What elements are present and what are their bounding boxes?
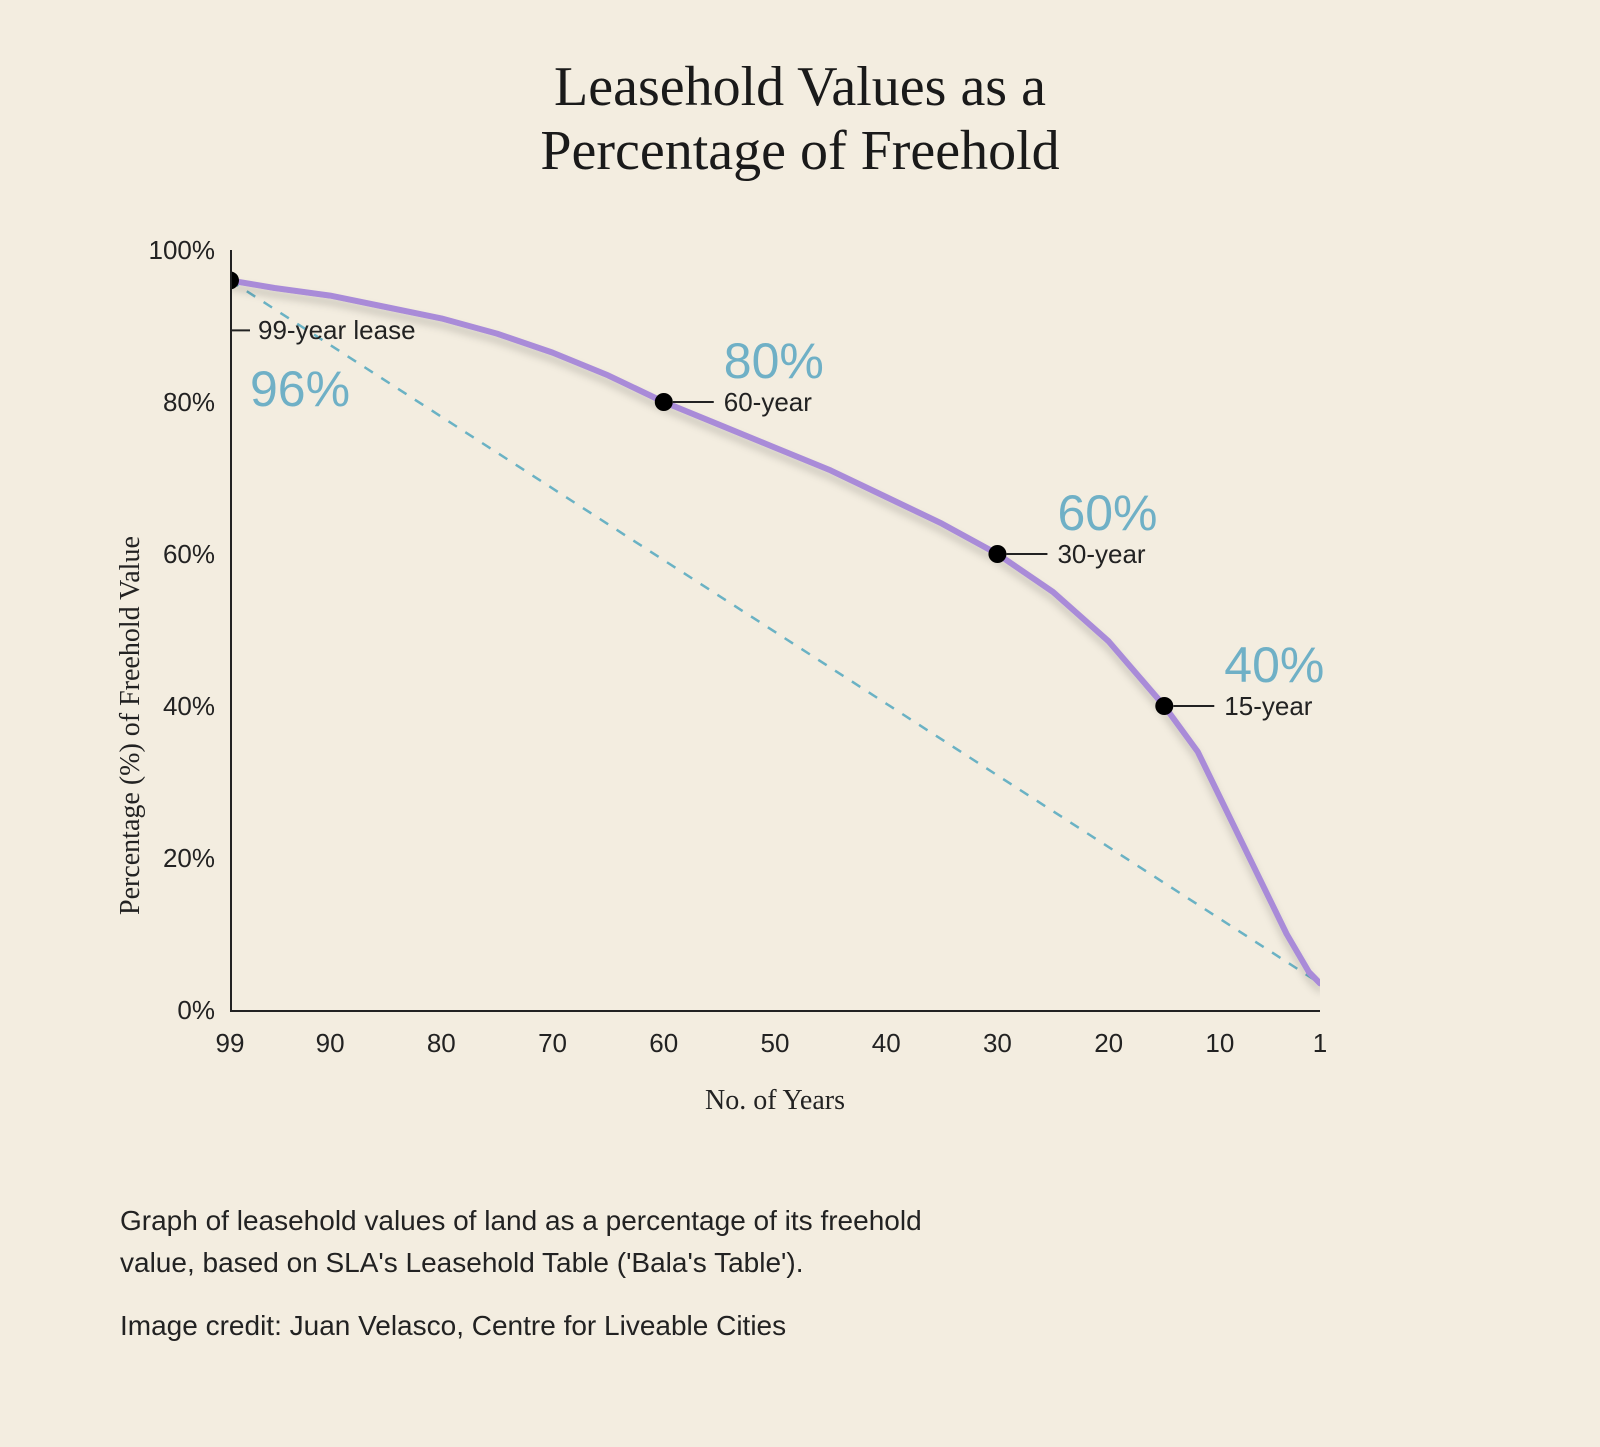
figure-container: Leasehold Values as a Percentage of Free… <box>0 0 1600 1447</box>
annot-99-year: 99-year lease <box>258 315 416 346</box>
data-marker <box>655 393 673 411</box>
chart-title: Leasehold Values as a Percentage of Free… <box>0 55 1600 184</box>
x-tick-label: 99 <box>200 1028 260 1059</box>
highlight-80%: 80% <box>724 332 824 390</box>
image-credit: Image credit: Juan Velasco, Centre for L… <box>120 1310 786 1342</box>
data-marker <box>988 545 1006 563</box>
title-line-1: Leasehold Values as a <box>554 56 1046 118</box>
x-tick-label: 10 <box>1190 1028 1250 1059</box>
y-axis-line <box>230 250 232 1010</box>
x-axis-title: No. of Years <box>230 1085 1320 1117</box>
x-axis-line <box>230 1010 1320 1012</box>
caption-text: Graph of leasehold values of land as a p… <box>120 1200 922 1284</box>
x-tick-label: 20 <box>1079 1028 1139 1059</box>
x-tick-label: 40 <box>856 1028 916 1059</box>
highlight-60%: 60% <box>1057 484 1157 542</box>
x-tick-label: 50 <box>745 1028 805 1059</box>
x-tick-label: 1 <box>1290 1028 1350 1059</box>
title-line-2: Percentage of Freehold <box>540 120 1059 182</box>
y-tick-label: 0% <box>130 995 215 1026</box>
annot-30-year: 30-year <box>1057 539 1145 570</box>
highlight-96: 96% <box>250 360 350 418</box>
x-tick-label: 60 <box>634 1028 694 1059</box>
y-tick-label: 100% <box>130 235 215 266</box>
x-tick-label: 80 <box>411 1028 471 1059</box>
x-tick-label: 90 <box>300 1028 360 1059</box>
annot-15-year: 15-year <box>1224 691 1312 722</box>
annot-60-year: 60-year <box>724 387 812 418</box>
y-axis-title: Percentage (%) of Freehold Value <box>115 536 147 915</box>
x-tick-label: 30 <box>967 1028 1027 1059</box>
y-tick-label: 80% <box>130 387 215 418</box>
caption-line-1: Graph of leasehold values of land as a p… <box>120 1205 922 1236</box>
highlight-40%: 40% <box>1224 636 1324 694</box>
caption-line-2: value, based on SLA's Leasehold Table ('… <box>120 1247 803 1278</box>
data-marker <box>1155 697 1173 715</box>
x-tick-label: 70 <box>523 1028 583 1059</box>
